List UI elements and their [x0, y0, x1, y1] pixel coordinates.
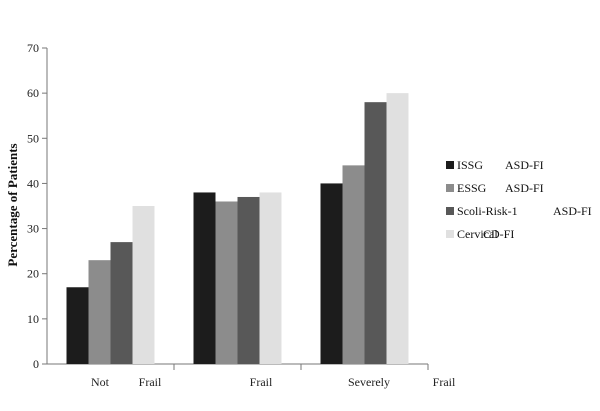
y-tick-label: 50 — [27, 131, 39, 145]
bar — [110, 242, 133, 364]
legend-swatch — [446, 230, 454, 238]
legend-label-suffix: ASD-FI — [505, 181, 544, 195]
legend-swatch — [446, 161, 454, 169]
legend-swatch — [446, 207, 454, 215]
y-tick-label: 10 — [27, 312, 39, 326]
y-tick-label: 0 — [33, 357, 39, 371]
category-label: Frail — [139, 375, 162, 389]
legend-label: ESSG — [457, 181, 487, 195]
bar — [193, 192, 216, 364]
y-tick-label: 20 — [27, 267, 39, 281]
category-label: Frail — [433, 375, 456, 389]
y-tick-label: 40 — [27, 176, 39, 190]
legend: ISSG ASD-FI ESSG ASD-FI Scoli-Risk-1 ASD-FI Ce… — [446, 158, 592, 241]
legend-label: Cervical — [457, 227, 498, 241]
category-label: Not — [91, 375, 110, 389]
legend-label: Scoli-Risk-1 — [457, 204, 518, 218]
bars — [66, 93, 409, 365]
legend-label: ISSG — [457, 158, 483, 172]
bar — [364, 102, 387, 365]
bar — [342, 165, 365, 364]
bar — [386, 93, 409, 365]
bar — [237, 196, 260, 364]
y-tick-label: 30 — [27, 222, 39, 236]
bar — [259, 192, 282, 364]
bar — [215, 201, 238, 364]
category-label: Severely — [348, 375, 390, 389]
category-labels: Not Frail Frail Severely Frail — [91, 375, 456, 389]
y-tick-label: 60 — [27, 86, 39, 100]
legend-label-suffix: CD-FI — [483, 227, 514, 241]
bar — [66, 287, 89, 364]
legend-label-suffix: ASD-FI — [505, 158, 544, 172]
bar — [132, 206, 155, 364]
bar — [320, 183, 343, 364]
legend-label-suffix: ASD-FI — [553, 204, 592, 218]
y-tick-label: 70 — [27, 41, 39, 55]
legend-swatch — [446, 184, 454, 192]
category-label: Frail — [250, 375, 273, 389]
y-axis-label: Percentage of Patients — [5, 143, 20, 266]
bar — [88, 260, 111, 364]
